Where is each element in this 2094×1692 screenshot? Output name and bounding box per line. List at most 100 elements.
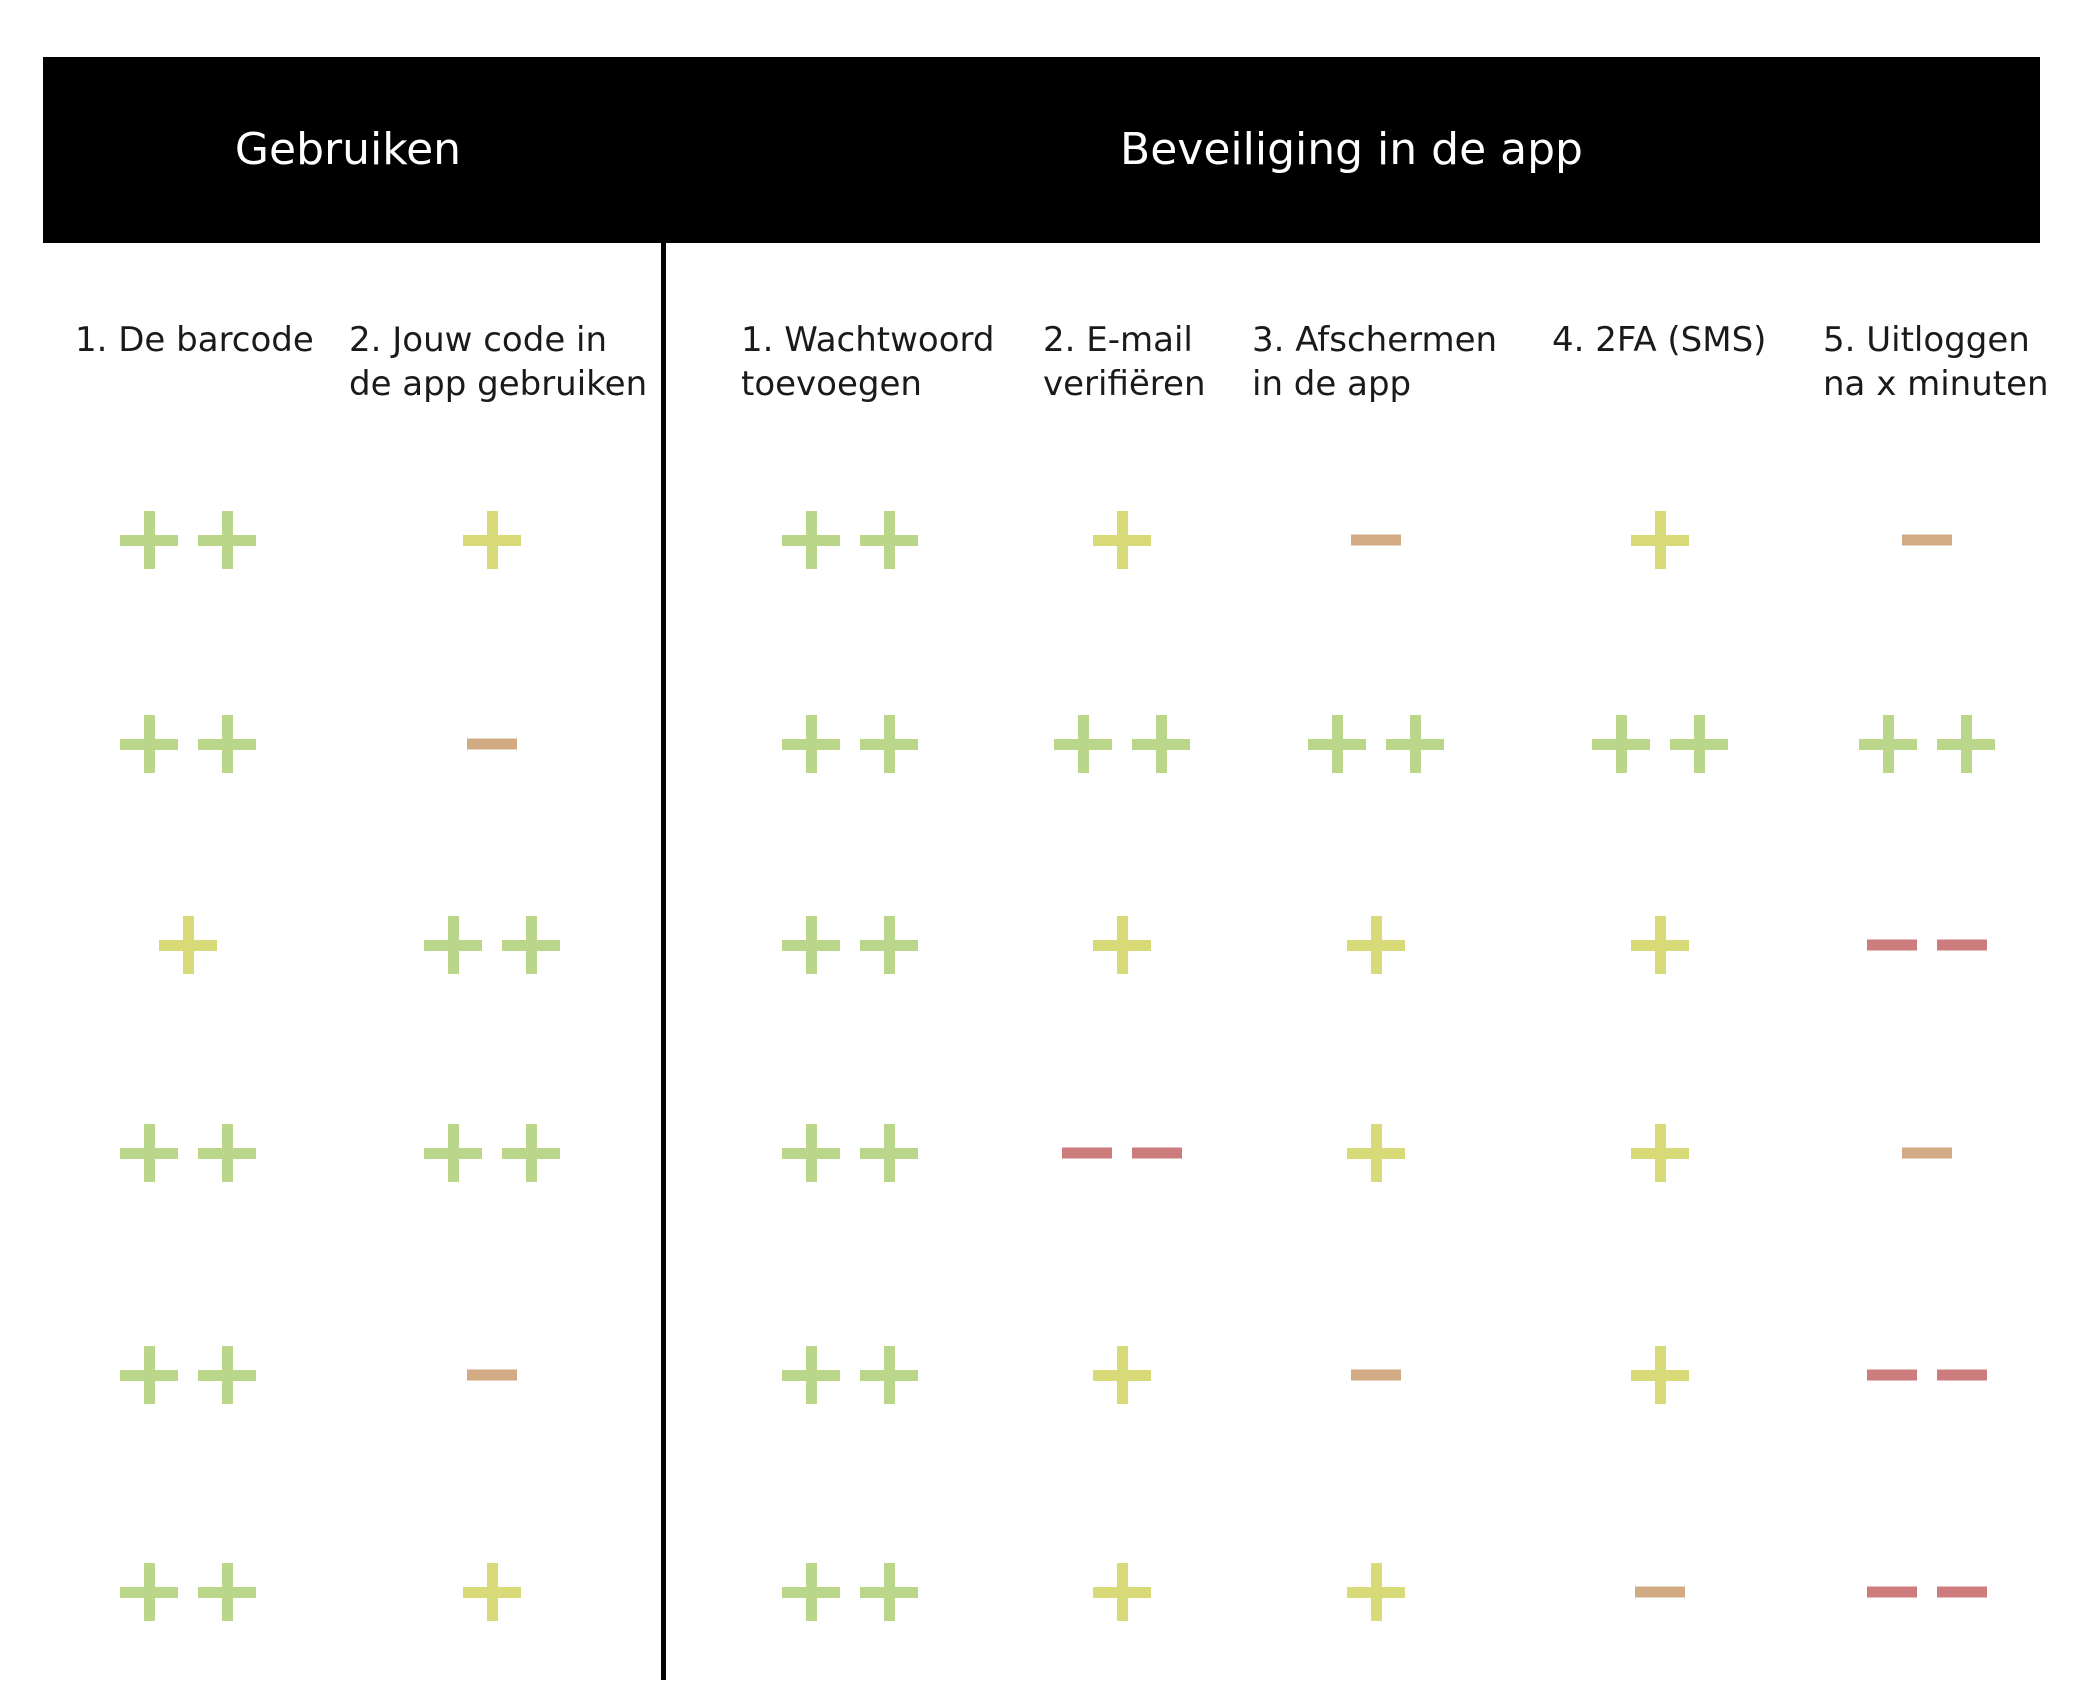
column-header-uitloggen: 5. Uitloggen na x minuten (1823, 320, 2049, 404)
plus-icon (198, 1124, 256, 1182)
plus-icon (1937, 715, 1995, 773)
rating-plus (1631, 916, 1689, 974)
plus-icon (860, 1346, 918, 1404)
group-title-gebruiken: Gebruiken (234, 124, 462, 175)
rating-double-plus (1592, 715, 1728, 773)
column-header-afschermen: 3. Afschermen in de app (1252, 320, 1498, 404)
rating-plus (1347, 1124, 1405, 1182)
plus-icon (1859, 715, 1917, 773)
plus-icon (159, 916, 217, 974)
plus-icon (860, 511, 918, 569)
plus-icon (1093, 916, 1151, 974)
minus-icon (1902, 1147, 1952, 1159)
rating-double-plus (120, 511, 256, 569)
plus-icon (1631, 511, 1689, 569)
plus-icon (1347, 1124, 1405, 1182)
rating-minus (1902, 534, 1952, 546)
rating-plus (463, 511, 521, 569)
rating-plus (159, 916, 217, 974)
plus-icon (1093, 1563, 1151, 1621)
rating-plus (463, 1563, 521, 1621)
minus-icon (1351, 1369, 1401, 1381)
plus-icon (198, 1346, 256, 1404)
plus-icon (120, 715, 178, 773)
rating-minus (1902, 1147, 1952, 1159)
plus-icon (1386, 715, 1444, 773)
rating-double-plus (782, 1346, 918, 1404)
rating-plus (1093, 916, 1151, 974)
minus-icon (1867, 1369, 1917, 1381)
plus-icon (1631, 916, 1689, 974)
column-header-app-code: 2. Jouw code in de app gebruiken (349, 320, 648, 404)
minus-icon (1635, 1586, 1685, 1598)
rating-plus (1093, 1563, 1151, 1621)
minus-icon (1937, 939, 1987, 951)
plus-icon (502, 916, 560, 974)
column-header-email: 2. E-mail verifiëren (1043, 320, 1206, 404)
plus-icon (860, 1124, 918, 1182)
rating-double-plus (1054, 715, 1190, 773)
rating-double-minus (1867, 1586, 1987, 1598)
rating-minus (1351, 534, 1401, 546)
plus-icon (782, 916, 840, 974)
plus-icon (120, 1124, 178, 1182)
rating-double-plus (1308, 715, 1444, 773)
plus-icon (782, 1346, 840, 1404)
rating-plus (1347, 1563, 1405, 1621)
rating-plus (1631, 1346, 1689, 1404)
plus-icon (1631, 1124, 1689, 1182)
plus-icon (424, 916, 482, 974)
group-title-beveiliging: Beveiliging in de app (1120, 124, 1583, 175)
group-divider (661, 243, 666, 1680)
plus-icon (1347, 1563, 1405, 1621)
plus-icon (463, 511, 521, 569)
plus-icon (1592, 715, 1650, 773)
plus-icon (1132, 715, 1190, 773)
minus-icon (1867, 939, 1917, 951)
rating-double-plus (782, 916, 918, 974)
minus-icon (1937, 1369, 1987, 1381)
plus-icon (782, 1563, 840, 1621)
plus-icon (1054, 715, 1112, 773)
rating-minus (1635, 1586, 1685, 1598)
minus-icon (1351, 534, 1401, 546)
plus-icon (502, 1124, 560, 1182)
rating-double-plus (120, 1124, 256, 1182)
rating-plus (1631, 511, 1689, 569)
rating-double-minus (1062, 1147, 1182, 1159)
rating-plus (1347, 916, 1405, 974)
header-bar: Gebruiken Beveiliging in de app (43, 57, 2040, 243)
minus-icon (467, 738, 517, 750)
minus-icon (1937, 1586, 1987, 1598)
plus-icon (120, 511, 178, 569)
minus-icon (1062, 1147, 1112, 1159)
plus-icon (1347, 916, 1405, 974)
rating-double-plus (120, 1346, 256, 1404)
rating-plus (1093, 511, 1151, 569)
rating-plus (1631, 1124, 1689, 1182)
plus-icon (1670, 715, 1728, 773)
plus-icon (424, 1124, 482, 1182)
rating-plus (1093, 1346, 1151, 1404)
rating-double-plus (120, 715, 256, 773)
plus-icon (198, 715, 256, 773)
column-header-wachtwoord: 1. Wachtwoord toevoegen (741, 320, 995, 404)
rating-double-plus (782, 1563, 918, 1621)
rating-double-plus (1859, 715, 1995, 773)
plus-icon (1631, 1346, 1689, 1404)
plus-icon (782, 1124, 840, 1182)
plus-icon (463, 1563, 521, 1621)
plus-icon (198, 511, 256, 569)
rating-double-plus (782, 511, 918, 569)
plus-icon (1093, 1346, 1151, 1404)
rating-minus (467, 738, 517, 750)
rating-double-plus (424, 1124, 560, 1182)
rating-double-minus (1867, 1369, 1987, 1381)
rating-minus (1351, 1369, 1401, 1381)
plus-icon (860, 916, 918, 974)
plus-icon (860, 715, 918, 773)
minus-icon (1902, 534, 1952, 546)
rating-double-plus (782, 715, 918, 773)
rating-double-plus (782, 1124, 918, 1182)
plus-icon (120, 1346, 178, 1404)
